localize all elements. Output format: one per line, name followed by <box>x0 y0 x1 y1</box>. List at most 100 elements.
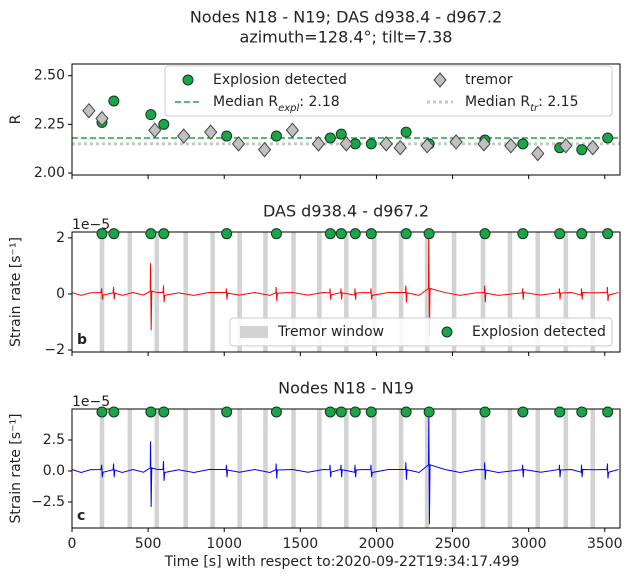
explosion-marker <box>554 228 566 240</box>
explosion-marker <box>423 228 435 240</box>
y-axis-label: R <box>8 114 24 124</box>
explosion-marker <box>365 138 377 150</box>
tremor-marker <box>148 122 162 138</box>
tremor-window <box>507 409 513 528</box>
tremor-window <box>535 409 541 528</box>
tremor-window <box>317 409 322 528</box>
tremor-window <box>127 232 133 352</box>
explosion-marker <box>576 228 588 240</box>
tremor-marker <box>231 136 246 152</box>
tremor-window <box>398 409 404 528</box>
tremor-window <box>398 232 404 352</box>
tremor-window <box>183 232 188 352</box>
tremor-window <box>183 409 188 528</box>
panel-title: Nodes N18 - N19 <box>278 379 414 398</box>
legend-label-suffix: : 2.18 <box>299 94 339 110</box>
explosion-marker <box>158 118 170 130</box>
legend-label: Median Rtr: 2.15 <box>465 94 579 114</box>
explosion-marker <box>108 95 120 107</box>
tremor-marker <box>449 134 463 150</box>
tremor-window <box>291 409 296 528</box>
tremor-marker <box>257 141 272 158</box>
explosion-marker <box>221 406 233 418</box>
explosion-marker <box>158 228 170 240</box>
tremor-window <box>424 409 430 528</box>
explosion-marker <box>182 74 194 86</box>
tremor-window <box>507 232 513 352</box>
legend-box <box>229 317 613 347</box>
explosion-marker <box>270 130 282 142</box>
x-tick-label: 2000 <box>359 536 395 552</box>
chart-title: Nodes N18 - N19; DAS d938.4 - d967.2 <box>190 8 502 27</box>
tremor-window <box>535 232 541 352</box>
explosion-marker <box>423 406 435 418</box>
explosion-marker <box>145 406 157 418</box>
y-tick-label: 2.00 <box>34 165 65 181</box>
tremor-marker <box>559 138 573 154</box>
explosion-marker <box>335 406 347 418</box>
tremor-window <box>563 232 569 352</box>
x-tick-label: 500 <box>135 536 162 552</box>
chart-title: azimuth=128.4°; tilt=7.38 <box>240 28 453 47</box>
tremor-marker <box>504 138 518 154</box>
explosion-marker <box>145 228 157 240</box>
x-tick-label: 2500 <box>435 536 471 552</box>
explosion-marker <box>365 228 377 240</box>
explosion-marker <box>554 406 566 418</box>
tremor-window <box>424 232 430 352</box>
explosion-marker <box>108 406 120 418</box>
y-axis-label: Strain rate [s⁻¹] <box>8 237 24 347</box>
explosion-marker <box>158 406 170 418</box>
tremor-marker <box>586 139 600 156</box>
explosion-marker <box>96 406 108 418</box>
offset-text: 1e−5 <box>72 217 110 233</box>
tremor-window <box>590 232 596 352</box>
x-tick-label: 3500 <box>587 536 623 552</box>
y-tick-label: 2.5 <box>43 432 65 448</box>
legend-label: Explosion detected <box>472 324 606 340</box>
legend-label-suffix: : 2.15 <box>538 94 578 110</box>
legend-label-main: Median R <box>465 94 530 110</box>
x-tick-label: 0 <box>68 536 77 552</box>
tremor-marker <box>177 128 191 144</box>
explosion-marker <box>145 109 157 121</box>
explosion-marker <box>221 130 233 142</box>
panel-label: b <box>77 332 87 348</box>
y-tick-label: 0.0 <box>43 463 65 479</box>
tremor-marker <box>477 136 491 152</box>
tremor-marker <box>531 145 545 162</box>
tremor-marker <box>420 138 434 154</box>
legend-label-main: Median R <box>213 94 278 110</box>
trace <box>71 235 619 337</box>
x-tick-label: 1500 <box>283 536 319 552</box>
legend-label: Median Rexpl: 2.18 <box>213 94 340 114</box>
explosion-marker <box>517 228 529 240</box>
explosion-marker <box>602 132 614 144</box>
tremor-window <box>127 409 133 528</box>
tremor-window <box>237 232 242 352</box>
tremor-window <box>372 232 377 352</box>
explosion-marker <box>400 126 412 138</box>
tremor-window <box>317 232 322 352</box>
y-axis-label: Strain rate [s⁻¹] <box>8 413 24 523</box>
legend-label: Explosion detected <box>213 72 347 88</box>
x-axis-label: Time [s] with respect to:2020-09-22T19:3… <box>164 554 520 570</box>
tremor-marker <box>379 136 393 152</box>
explosion-marker <box>324 228 336 240</box>
explosion-marker <box>441 326 453 338</box>
axes-frame <box>71 63 621 176</box>
explosion-marker <box>96 228 108 240</box>
tremor-marker <box>95 110 109 127</box>
y-tick-label: −2.5 <box>31 494 65 510</box>
legend-label: tremor <box>465 72 513 88</box>
tremor-marker <box>204 124 218 140</box>
explosion-marker <box>602 228 614 240</box>
tremor-window <box>237 409 242 528</box>
tremor-window <box>210 232 215 352</box>
explosion-marker <box>517 138 529 150</box>
explosion-marker <box>324 132 336 144</box>
tremor-window <box>263 232 268 352</box>
x-tick-label: 3000 <box>511 536 547 552</box>
tremor-window <box>451 232 457 352</box>
